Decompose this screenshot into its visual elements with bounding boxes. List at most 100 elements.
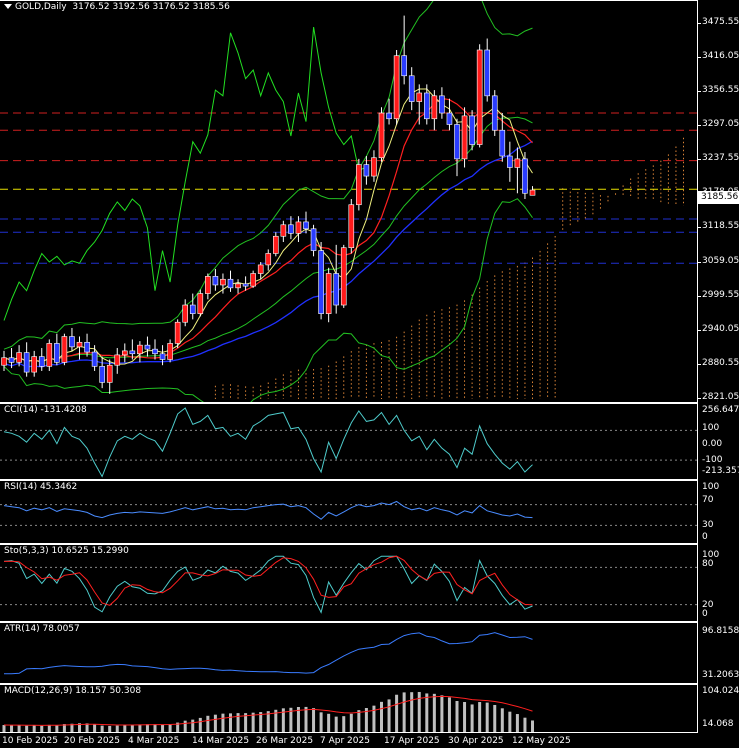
macd-histogram-bar [130,724,134,732]
macd-histogram-bar [349,713,353,732]
cci-canvas [0,407,697,478]
price-axis-tick [698,329,701,331]
candle-body [235,283,241,289]
candle-body [363,164,370,177]
macd-histogram-bar [312,708,316,732]
rsi-canvas [0,500,697,526]
time-axis-label: 20 Feb 2025 [64,736,121,746]
bollinger-upper-line [3,1,533,350]
sto-axis-label: 20 [702,600,714,610]
candle-body [416,92,423,102]
rsi-pane[interactable]: RSI(14) 45.3462 [0,480,697,544]
macd-histogram-bar [364,708,368,732]
candle-body [167,343,173,360]
candle-body [522,158,528,194]
macd-histogram-bar [40,725,44,732]
cci-pane[interactable]: CCI(14) -131.4208 [0,403,697,480]
macd-histogram-bar [470,704,474,732]
price-axis-label: 3059.05 [702,255,739,266]
price-chart-canvas [0,1,697,402]
stochastic-signal-line [3,555,533,606]
macd-histogram-bar [304,706,308,732]
cci-axis-label: 0.00 [702,439,723,449]
cci-axis-label: 100 [702,423,720,433]
candle-body [318,250,324,314]
macd-canvas [2,691,534,732]
macd-histogram-bar [100,725,104,732]
stochastic-axis: 100 80 20 0 [697,544,739,622]
candle-body [189,304,196,314]
macd-histogram-bar [153,724,157,732]
symbol-timeframe: GOLD,Daily [15,2,67,12]
atr-axis: 96.8158 31.2063 [697,622,739,684]
price-axis-tick [698,91,701,93]
atr-pane[interactable]: ATR(14) 78.0057 [0,622,697,684]
stochastic-pane[interactable]: Sto(5,3,3) 10.6525 15.2990 [0,544,697,622]
macd-histogram-bar [198,717,202,732]
dropdown-arrow-icon[interactable] [4,4,12,9]
macd-histogram-bar [145,724,149,732]
macd-histogram-bar [70,723,74,732]
price-axis-tick [698,398,701,399]
macd-histogram-bar [432,693,436,732]
atr-line [4,632,533,675]
candle-body [386,112,392,120]
candle-body [310,228,317,251]
macd-axis-label: 14.068 [702,719,734,729]
atr-axis-label: 96.8158 [702,626,739,636]
price-axis-label: 3356.55 [702,85,739,96]
candle-body [91,351,98,367]
macd-histogram-bar [500,708,504,732]
macd-histogram-bar [455,700,459,732]
macd-histogram-bar [93,724,97,732]
candle-body [469,115,475,145]
macd-histogram-bar [161,724,165,732]
stochastic-title: Sto(5,3,3) 10.6525 15.2990 [4,546,129,556]
macd-histogram-bar [319,712,323,732]
candle-body [371,157,377,177]
candle-body [408,75,415,102]
candle-body [303,221,309,230]
candle-body [325,273,332,314]
candle-body [106,364,113,383]
candle-body [61,336,68,363]
time-axis-label: 26 Mar 2025 [256,736,314,746]
candle-body [84,341,90,353]
candle-body [242,283,249,287]
price-chart-pane[interactable]: GOLD,Daily 3176.52 3192.56 3176.52 3185.… [0,0,697,403]
candle-body [401,55,407,77]
time-axis-label: 30 Apr 2025 [448,736,504,746]
time-axis-label: 10 Feb 2025 [2,736,59,746]
macd-histogram-bar [478,702,482,732]
price-axis-label: 3237.55 [702,153,739,164]
macd-histogram-bar [108,725,112,732]
ohlc-values: 3176.52 3192.56 3176.52 3185.56 [72,2,230,12]
time-axis: 10 Feb 2025 20 Feb 2025 4 Mar 2025 14 Ma… [0,733,697,748]
macd-histogram-bar [289,707,293,732]
macd-histogram-bar [447,697,451,732]
candle-body [356,164,362,206]
macd-histogram-bar [244,713,248,732]
candle-body [46,343,53,367]
price-axis-tick [698,22,701,24]
candle-body [265,253,272,266]
candle-body [295,221,302,234]
candle-body [476,49,483,145]
candle-body [182,304,188,323]
macd-histogram-bar [259,712,263,732]
candle-body [76,341,83,348]
candle-body [454,124,460,160]
price-axis-label: 2940.05 [702,323,739,334]
atr-title: ATR(14) 78.0057 [4,624,80,634]
macd-histogram-bar [531,720,534,732]
macd-histogram-bar [508,711,512,732]
macd-histogram-bar [206,715,210,732]
candle-body [122,350,128,356]
candle-body [38,356,45,367]
time-axis-label: 4 Mar 2025 [128,736,180,746]
price-axis-tick [698,363,701,365]
rsi-axis-label: 70 [702,495,714,505]
candle-body [461,115,468,160]
macd-pane[interactable]: MACD(12,26,9) 18.157 50.308 [0,684,697,733]
rsi-axis-label: 0 [702,532,708,542]
